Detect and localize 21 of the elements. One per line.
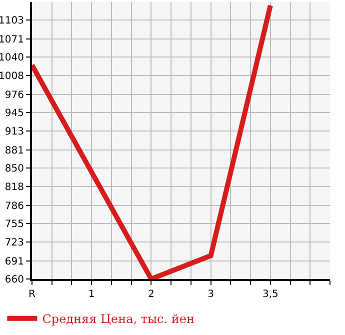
- y-tick-label: 1008: [0, 71, 24, 82]
- y-tick-label: 1040: [0, 52, 24, 64]
- y-tick-label: 1103: [0, 16, 24, 27]
- y-tick-label: 723: [4, 238, 24, 249]
- x-tick-label: 1: [88, 289, 95, 300]
- x-tick-label: 3: [208, 289, 214, 300]
- y-tick-label: 691: [4, 256, 24, 268]
- y-tick-label: 913: [4, 126, 24, 138]
- y-tick-label: 786: [4, 200, 24, 212]
- y-tick-label: 945: [4, 108, 24, 119]
- y-tick-label: 660: [4, 274, 24, 286]
- y-tick-label: 850: [4, 163, 24, 174]
- y-tick-label: 881: [4, 145, 24, 156]
- x-tick-label: R: [28, 289, 36, 300]
- y-tick-label: 755: [4, 218, 24, 230]
- x-tick-label: 2: [148, 289, 154, 300]
- y-tick-label: 976: [4, 90, 24, 101]
- y-tick-label: 818: [4, 182, 24, 194]
- y-tick-label: 1071: [0, 34, 24, 46]
- legend-label: Средняя Цена, тыс. йен: [42, 312, 194, 326]
- x-tick-label: 3,5: [262, 289, 278, 300]
